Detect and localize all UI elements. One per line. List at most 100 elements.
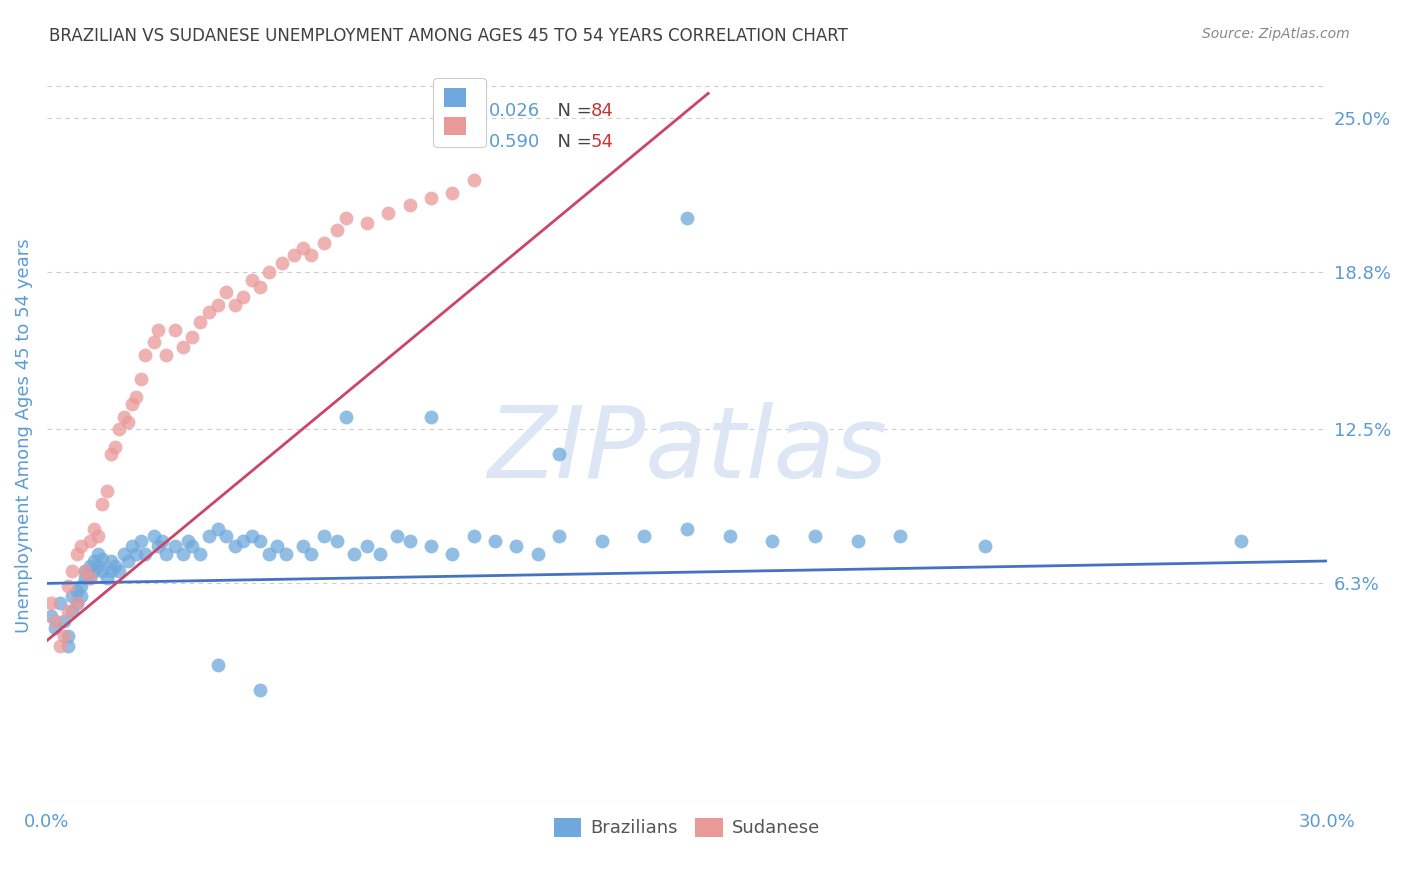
Point <box>314 235 336 250</box>
Point <box>66 583 89 598</box>
Point <box>240 273 263 287</box>
Point <box>207 658 229 673</box>
Point <box>889 529 911 543</box>
Legend: Brazilians, Sudanese: Brazilians, Sudanese <box>547 811 827 845</box>
Point <box>163 323 186 337</box>
Point <box>257 265 280 279</box>
Point <box>804 529 827 543</box>
Point <box>547 529 569 543</box>
Point <box>48 596 70 610</box>
Point <box>79 534 101 549</box>
Point <box>172 547 194 561</box>
Point <box>125 547 148 561</box>
Point <box>419 191 441 205</box>
Point <box>70 539 93 553</box>
Point <box>104 440 127 454</box>
Point <box>58 604 80 618</box>
Text: 84: 84 <box>591 102 614 120</box>
Point <box>526 547 548 561</box>
Point <box>215 285 238 300</box>
Point <box>62 564 84 578</box>
Point <box>83 564 105 578</box>
Point <box>274 547 297 561</box>
Point <box>100 554 122 568</box>
Point <box>52 614 75 628</box>
Point <box>181 539 204 553</box>
Text: ZIPatlas: ZIPatlas <box>486 401 887 499</box>
Point <box>761 534 783 549</box>
Point <box>463 529 485 543</box>
Point <box>44 614 66 628</box>
Text: 0.590: 0.590 <box>488 133 540 151</box>
Point <box>142 335 165 350</box>
Point <box>974 539 997 553</box>
Point <box>91 551 114 566</box>
Point <box>134 547 156 561</box>
Point <box>150 534 173 549</box>
Point <box>291 539 314 553</box>
Point <box>232 290 254 304</box>
Point <box>129 534 152 549</box>
Point <box>75 564 97 578</box>
Point <box>326 534 349 549</box>
Point <box>299 248 322 262</box>
Point <box>87 559 110 574</box>
Text: Source: ZipAtlas.com: Source: ZipAtlas.com <box>1202 27 1350 41</box>
Point <box>108 564 131 578</box>
Point <box>75 564 97 578</box>
Point <box>240 529 263 543</box>
Point <box>70 589 93 603</box>
Point <box>62 589 84 603</box>
Point <box>91 497 114 511</box>
Point <box>314 529 336 543</box>
Point <box>633 529 655 543</box>
Point <box>190 315 212 329</box>
Point <box>100 564 122 578</box>
Point <box>232 534 254 549</box>
Point <box>547 447 569 461</box>
Point <box>129 372 152 386</box>
Point <box>44 621 66 635</box>
Point <box>190 547 212 561</box>
Point <box>66 596 89 610</box>
Point <box>66 547 89 561</box>
Point <box>356 539 378 553</box>
Point <box>335 409 357 424</box>
Point <box>198 529 221 543</box>
Point <box>676 211 699 225</box>
Point <box>100 447 122 461</box>
Point <box>87 529 110 543</box>
Point <box>291 241 314 255</box>
Point <box>146 323 169 337</box>
Point <box>134 347 156 361</box>
Point <box>846 534 869 549</box>
Point <box>142 529 165 543</box>
Point <box>66 596 89 610</box>
Point <box>48 639 70 653</box>
Point <box>398 198 420 212</box>
Point <box>163 539 186 553</box>
Point <box>441 547 464 561</box>
Point <box>176 534 198 549</box>
Point <box>343 547 366 561</box>
Point <box>368 547 391 561</box>
Point <box>207 522 229 536</box>
Point <box>505 539 527 553</box>
Point <box>441 186 464 200</box>
Point <box>198 305 221 319</box>
Point <box>79 559 101 574</box>
Point <box>270 255 292 269</box>
Point <box>207 298 229 312</box>
Point <box>419 539 441 553</box>
Point <box>39 596 62 610</box>
Point <box>484 534 506 549</box>
Point <box>676 522 699 536</box>
Point <box>83 554 105 568</box>
Point <box>419 409 441 424</box>
Point <box>79 571 101 585</box>
Point <box>299 547 322 561</box>
Point <box>146 539 169 553</box>
Point <box>70 579 93 593</box>
Point <box>249 280 271 294</box>
Point <box>62 604 84 618</box>
